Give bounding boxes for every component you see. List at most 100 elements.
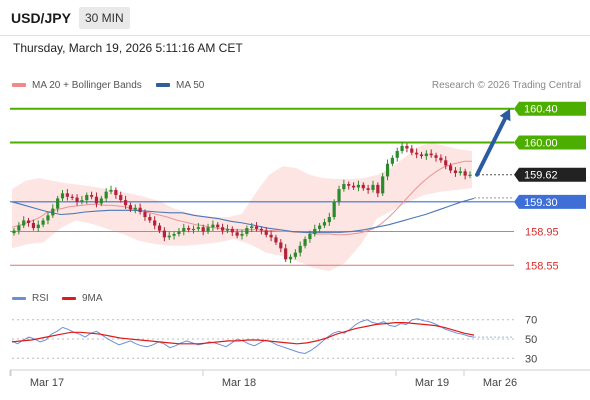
chart-timestamp: Thursday, March 19, 2026 5:11:16 AM CET <box>13 41 243 55</box>
legend-rsi: RSI <box>12 293 49 304</box>
projection-arrow-layer <box>475 108 511 177</box>
candle-body <box>468 174 472 176</box>
rsi-ma-line <box>11 322 475 345</box>
ma9-swatch <box>62 296 76 300</box>
pivot-price-badge <box>514 194 586 209</box>
candle-body <box>17 225 21 231</box>
candle-body <box>284 248 288 260</box>
candle-body <box>182 228 186 232</box>
candle-body <box>31 222 36 229</box>
time-axis-label: Mar 17 <box>30 377 64 389</box>
time-axis-label: Mar 19 <box>415 377 449 389</box>
candle-body <box>46 215 50 221</box>
research-credit: Research © 2026 Trading Central <box>431 80 581 91</box>
candles-layer <box>12 141 472 264</box>
candle-body <box>274 237 278 243</box>
candle-body <box>138 207 142 212</box>
ma50-swatch <box>156 83 170 88</box>
candle-body <box>351 185 356 188</box>
bollinger-band-layer <box>12 142 472 272</box>
ma20-swatch <box>12 83 26 88</box>
candle-body <box>187 228 191 230</box>
candle-body <box>211 224 215 228</box>
candle-body <box>434 155 438 158</box>
candle-body <box>298 245 302 253</box>
ma50-legend-label: MA 50 <box>176 80 205 91</box>
candle-body <box>240 233 244 236</box>
ma20-line <box>11 160 472 236</box>
candle-body <box>216 224 220 228</box>
candle-body <box>133 207 137 210</box>
candle-body <box>381 176 385 194</box>
rsi-tick-label: 30 <box>525 353 537 365</box>
candle-body <box>109 189 113 192</box>
resistance-price-label: 160.40 <box>524 104 558 116</box>
ma20-legend-label: MA 20 + Bollinger Bands <box>32 80 142 91</box>
candle-body <box>191 228 196 231</box>
candle-body <box>172 233 176 236</box>
rsi-line <box>11 318 475 355</box>
ma50-line <box>11 197 475 233</box>
candle-body <box>162 230 166 238</box>
candle-body <box>153 220 157 226</box>
pivot-price-label: 159.30 <box>524 197 558 209</box>
candle-body <box>318 225 322 229</box>
candle-body <box>356 184 361 188</box>
candle-body <box>439 157 443 161</box>
candle-body <box>308 233 312 240</box>
candle-body <box>371 184 375 190</box>
candle-body <box>245 228 249 234</box>
candle-body <box>376 184 380 194</box>
candle-body <box>322 222 327 226</box>
candle-body <box>128 205 133 210</box>
candle-body <box>143 211 147 218</box>
candle-body <box>463 171 467 176</box>
candle-body <box>342 184 346 190</box>
projection-arrow-shaft <box>475 116 508 177</box>
instrument-symbol: USD/JPY <box>11 10 71 26</box>
candle-body <box>12 230 16 234</box>
ma9-legend-label: 9MA <box>82 293 103 304</box>
candle-body <box>303 239 307 246</box>
candle-body <box>390 157 394 164</box>
candle-body <box>366 188 370 190</box>
timeframe-badge[interactable]: 30 MIN <box>79 7 130 29</box>
rsi-panel: 70 50 30 <box>11 315 537 365</box>
candle-body <box>361 184 365 189</box>
candle-body <box>250 226 254 229</box>
candle-body <box>235 232 239 236</box>
candle-body <box>313 228 317 234</box>
candle-body <box>99 198 103 204</box>
legend-ma50: MA 50 <box>156 80 204 91</box>
candle-body <box>177 231 181 234</box>
candle-body <box>293 252 297 257</box>
header-divider <box>0 35 590 36</box>
time-axis-label: Mar 18 <box>222 377 256 389</box>
candle-body <box>225 228 230 231</box>
candle-body <box>415 152 419 155</box>
legend-9ma: 9MA <box>62 293 103 304</box>
rsi-swatch <box>12 296 26 300</box>
candle-body <box>201 227 205 232</box>
candle-body <box>288 256 293 260</box>
candle-body <box>385 163 390 177</box>
candle-body <box>60 193 65 199</box>
candle-body <box>453 170 458 174</box>
support-price-label: 158.95 <box>525 226 559 238</box>
resistance-price-label: 160.00 <box>524 138 558 150</box>
candle-body <box>400 145 404 152</box>
last-price-badge <box>514 167 586 182</box>
candle-body <box>26 220 31 223</box>
candle-body <box>123 200 128 206</box>
candle-body <box>410 148 414 153</box>
candle-body <box>269 234 273 238</box>
candle-body <box>424 153 428 157</box>
price-labels-layer: 160.40 160.00 159.62 159.30 158.95 158.55 <box>514 101 586 272</box>
candle-body <box>157 225 162 231</box>
candle-body <box>264 230 268 235</box>
candle-body <box>51 208 55 216</box>
resistance-price-badge <box>514 135 586 150</box>
candle-body <box>22 220 26 226</box>
